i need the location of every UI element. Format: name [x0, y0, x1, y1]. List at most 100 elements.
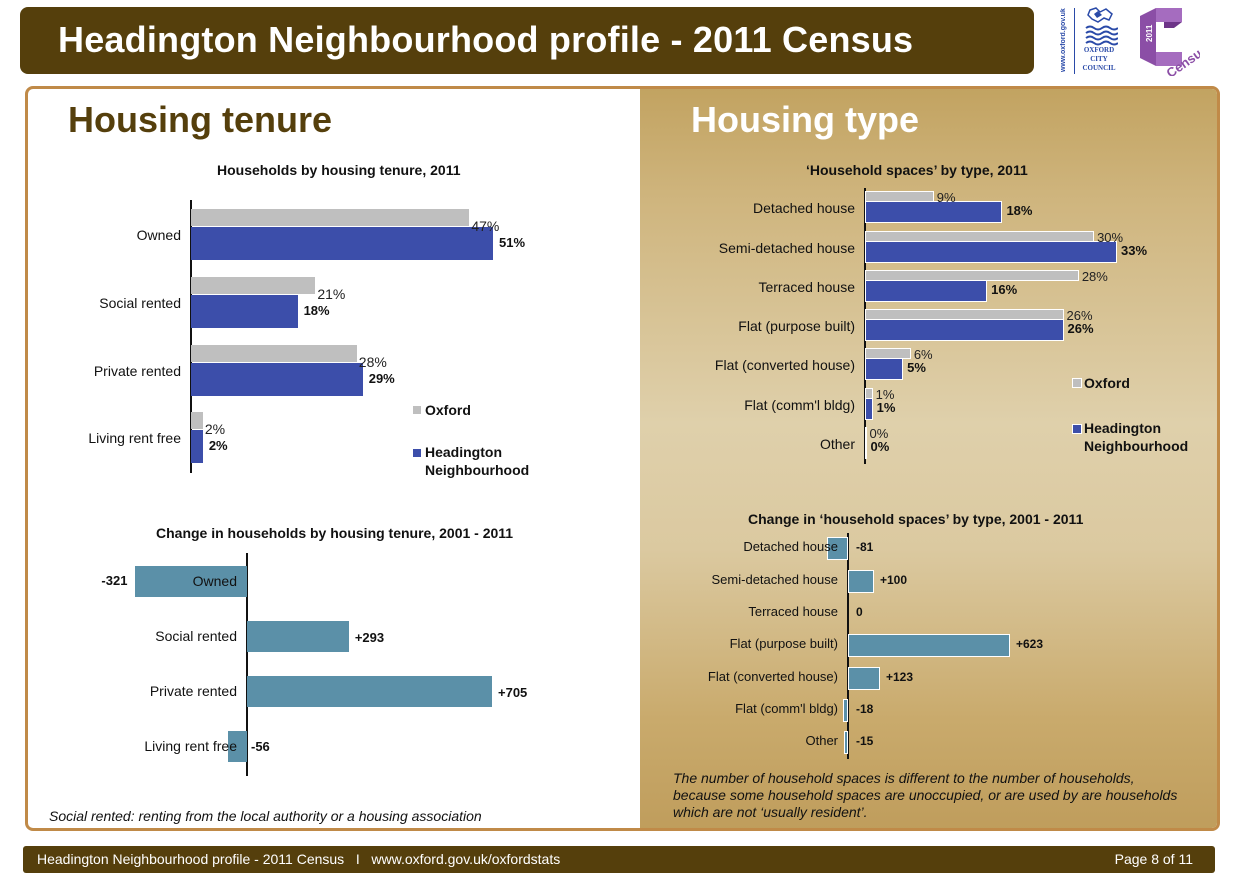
bar-change	[843, 699, 848, 722]
council-name: OXFORD CITY COUNCIL	[1074, 46, 1124, 73]
value-label-headington: 16%	[991, 282, 1018, 297]
census-logo-year: 2011	[1145, 24, 1154, 42]
bar-headington	[865, 319, 1064, 341]
bar-headington	[865, 201, 1003, 223]
category-label: Flat (converted house)	[714, 357, 855, 373]
legend-swatch-headington-type	[1072, 424, 1082, 434]
chart-title-type-change: Change in ‘household spaces’ by type, 20…	[748, 511, 1084, 527]
category-label: Flat (purpose built)	[729, 636, 838, 651]
bar-headington	[191, 227, 493, 260]
value-label-headington: 33%	[1121, 243, 1148, 258]
value-label-headington: 18%	[303, 303, 330, 318]
household-spaces-note: The number of household spaces is differ…	[673, 770, 1178, 820]
legend-swatch-headington	[413, 449, 421, 457]
value-label-oxford: 0%	[869, 426, 889, 441]
bar-headington	[191, 363, 363, 396]
category-label: Private rented	[93, 363, 181, 379]
category-label: Social rented	[99, 295, 181, 311]
legend-headington-line2: Neighbourhood	[425, 462, 530, 478]
oxford-city-council-logo: www.oxford.gov.uk OXFORD CITY COUNCIL	[1060, 6, 1122, 76]
value-label: +293	[354, 630, 385, 645]
value-label-headington: 51%	[499, 235, 526, 250]
bar-change	[848, 634, 1010, 657]
legend-headington-type: Headington Neighbourhood	[1084, 419, 1188, 455]
category-label: Flat (purpose built)	[738, 318, 855, 334]
council-name-line: COUNCIL	[1082, 64, 1116, 72]
y-axis	[190, 200, 192, 473]
header-bar: Headington Neighbourhood profile - 2011 …	[20, 7, 1034, 74]
category-label: Owned	[192, 573, 237, 589]
value-label-oxford: 6%	[913, 347, 933, 362]
housing-tenure-heading: Housing tenure	[68, 99, 333, 140]
value-label-headington: 29%	[368, 371, 395, 386]
value-label-oxford: 1%	[875, 387, 895, 402]
bar-headington	[865, 358, 904, 380]
category-label: Living rent free	[88, 430, 181, 446]
bar-change	[135, 566, 247, 597]
value-label: +100	[880, 573, 908, 587]
category-label: Terraced house	[758, 279, 855, 295]
bar-headington	[191, 295, 298, 328]
value-label: -15	[856, 734, 874, 748]
chart-title-type-2011: ‘Household spaces’ by type, 2011	[806, 162, 1028, 178]
social-rented-note: Social rented: renting from the local au…	[49, 808, 482, 824]
value-label-oxford: 9%	[936, 190, 956, 205]
council-crest-icon	[1085, 7, 1118, 46]
logo-divider	[1074, 8, 1075, 74]
bar-change	[826, 537, 848, 560]
category-label: Private rented	[149, 683, 237, 699]
value-label: +123	[885, 670, 913, 684]
council-url: www.oxford.gov.uk	[1060, 8, 1067, 72]
chart-title-tenure-change: Change in households by housing tenure, …	[156, 525, 514, 541]
category-label: Semi-detached house	[718, 240, 855, 256]
category-label: Owned	[136, 227, 181, 243]
category-label: Semi-detached house	[711, 572, 838, 587]
chart-title-tenure-2011: Households by housing tenure, 2011	[217, 162, 461, 178]
value-label: -18	[856, 702, 874, 716]
legend-headington: Headington Neighbourhood	[425, 443, 529, 479]
value-label-oxford: 28%	[358, 354, 387, 370]
bar-oxford	[191, 412, 203, 429]
page-number: Page 8 of 11	[1114, 851, 1193, 867]
value-label-oxford: 30%	[1097, 230, 1124, 245]
y-axis	[847, 533, 849, 759]
housing-type-heading: Housing type	[691, 99, 920, 140]
value-label-headington: 2%	[208, 438, 228, 453]
bar-oxford	[191, 345, 357, 362]
council-name-line: OXFORD	[1083, 46, 1115, 54]
category-label: Terraced house	[748, 604, 838, 619]
legend-headington-line2: Neighbourhood	[1084, 438, 1189, 454]
legend-swatch-oxford-type	[1072, 378, 1082, 388]
y-axis	[864, 188, 866, 464]
category-label: Social rented	[155, 628, 237, 644]
council-name-line: CITY	[1090, 55, 1108, 63]
bar-change	[227, 731, 247, 762]
legend-oxford-type: Oxford	[1084, 375, 1130, 391]
legend-swatch-oxford	[413, 406, 421, 414]
bar-headington	[191, 430, 203, 463]
value-label-oxford: 2%	[204, 421, 226, 437]
bar-change	[844, 731, 848, 754]
bar-change	[247, 676, 492, 707]
bar-headington	[865, 398, 873, 420]
value-label-oxford: 28%	[1081, 269, 1108, 284]
bar-headington	[865, 241, 1117, 263]
category-label: Other	[819, 436, 855, 452]
value-label-headington: 18%	[1006, 203, 1033, 218]
value-label: -321	[101, 573, 128, 588]
category-label: Living rent free	[144, 738, 237, 754]
bar-change	[247, 621, 349, 652]
legend-headington-line1: Headington	[1084, 420, 1161, 436]
page-title: Headington Neighbourhood profile - 2011 …	[58, 19, 914, 60]
footer-bar: Headington Neighbourhood profile - 2011 …	[23, 846, 1215, 873]
value-label-headington: 0%	[870, 439, 890, 454]
bar-change	[848, 667, 880, 690]
bar-oxford	[191, 277, 316, 294]
footer-text: Headington Neighbourhood profile - 2011 …	[37, 851, 561, 867]
value-label: -81	[856, 540, 874, 554]
bar-change	[848, 570, 874, 593]
category-label: Detached house	[743, 539, 838, 554]
bar-oxford	[191, 209, 470, 226]
value-label-headington: 5%	[907, 360, 926, 375]
value-label-oxford: 26%	[1066, 308, 1093, 323]
